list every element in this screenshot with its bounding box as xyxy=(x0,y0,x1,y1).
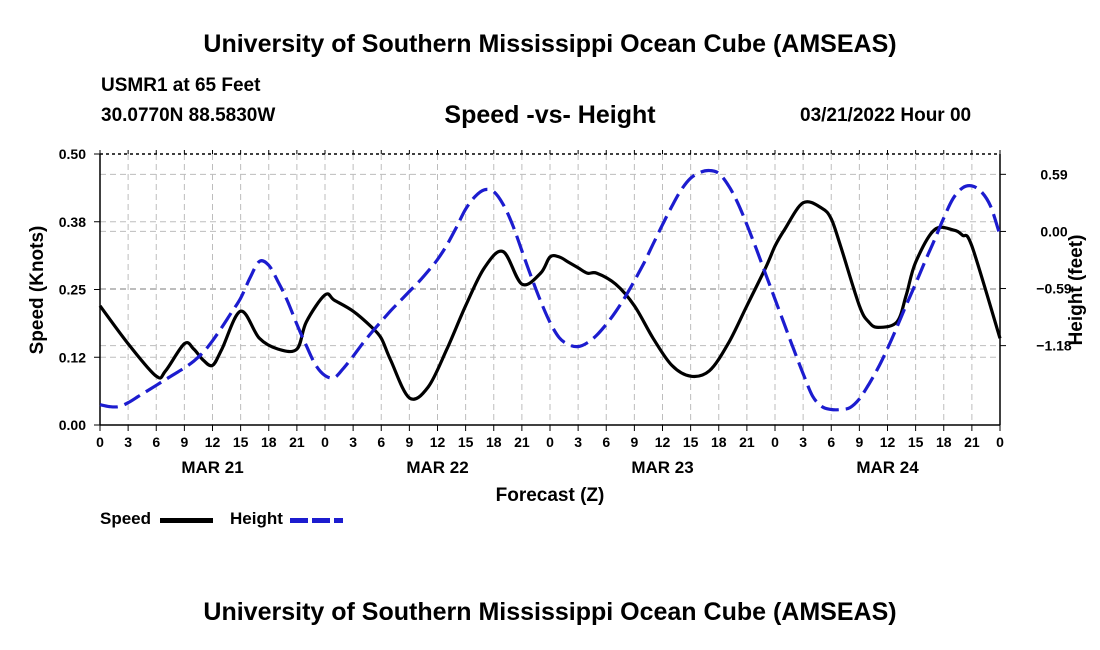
x-tick-label: 18 xyxy=(261,434,277,450)
x-tick-label: 18 xyxy=(936,434,952,450)
x-tick-label: 3 xyxy=(349,434,357,450)
y-tick-label: 0.25 xyxy=(59,282,86,298)
y2-tick-label: 0.59 xyxy=(1040,166,1067,182)
legend-height-label: Height xyxy=(230,509,283,528)
chart-title: Speed -vs- Height xyxy=(444,101,656,129)
x-tick-label: 21 xyxy=(739,434,755,450)
main-title: University of Southern Mississippi Ocean… xyxy=(203,30,897,58)
x-day-label: MAR 22 xyxy=(406,458,468,477)
legend-speed-swatch xyxy=(160,518,213,523)
x-tick-label: 12 xyxy=(205,434,221,450)
x-tick-label: 6 xyxy=(377,434,385,450)
x-tick-label: 12 xyxy=(430,434,446,450)
x-tick-label: 15 xyxy=(908,434,924,450)
legend-speed-label: Speed xyxy=(100,509,152,528)
x-tick-label: 3 xyxy=(124,434,132,450)
x-day-label: MAR 23 xyxy=(631,458,693,477)
forecast-date: 03/21/2022 Hour 00 xyxy=(800,105,972,126)
x-tick-label: 15 xyxy=(683,434,699,450)
legend-height-swatch xyxy=(290,518,343,523)
x-tick-label: 9 xyxy=(405,434,413,450)
y2-tick-label: −0.59 xyxy=(1036,281,1072,297)
footer-title: University of Southern Mississippi Ocean… xyxy=(203,598,897,626)
series-height-line xyxy=(99,168,1002,412)
x-tick-label: 0 xyxy=(321,434,329,450)
series-speed-line xyxy=(98,200,1002,401)
x-tick-label: 9 xyxy=(855,434,863,450)
y-axis-title: Speed (Knots) xyxy=(27,226,48,355)
x-tick-label: 0 xyxy=(996,434,1004,450)
y-tick-label: 0.00 xyxy=(59,417,86,433)
speed-height-chart: 0 3 6 9 12 15 18 21 0 3 6 9 12 15 18 21 0 3 6 9 12 15 18 21 0 3 6 9… xyxy=(27,146,1087,506)
x-tick-label: 21 xyxy=(514,434,530,450)
x-tick-label: 0 xyxy=(96,434,104,450)
x-tick-label: 3 xyxy=(574,434,582,450)
x-tick-label: 15 xyxy=(233,434,249,450)
x-axis-title: Forecast (Z) xyxy=(496,485,605,506)
x-tick-label: 6 xyxy=(152,434,160,450)
x-day-label: MAR 21 xyxy=(181,458,243,477)
x-tick-label: 6 xyxy=(827,434,835,450)
y2-axis-title: Height (feet) xyxy=(1066,235,1087,346)
x-tick-label: 12 xyxy=(880,434,896,450)
x-tick-label: 0 xyxy=(546,434,554,450)
x-day-label: MAR 24 xyxy=(856,458,919,477)
x-tick-label: 15 xyxy=(458,434,474,450)
y2-tick-label: 0.00 xyxy=(1040,223,1067,239)
x-tick-label: 21 xyxy=(289,434,305,450)
x-tick-label: 3 xyxy=(799,434,807,450)
x-tick-label: 21 xyxy=(964,434,980,450)
y-tick-label: 0.50 xyxy=(59,146,86,162)
x-tick-label: 9 xyxy=(630,434,638,450)
station-label: USMR1 at 65 Feet xyxy=(101,75,261,96)
x-tick-label: 18 xyxy=(711,434,727,450)
y-tick-label: 0.12 xyxy=(59,349,86,365)
x-tick-label: 0 xyxy=(771,434,779,450)
y2-tick-label: −1.18 xyxy=(1036,338,1072,354)
x-tick-label: 18 xyxy=(486,434,502,450)
coordinates-label: 30.0770N 88.5830W xyxy=(101,105,276,126)
y-tick-label: 0.38 xyxy=(59,214,86,230)
x-tick-label: 9 xyxy=(180,434,188,450)
x-tick-label: 6 xyxy=(602,434,610,450)
x-tick-label: 12 xyxy=(655,434,671,450)
